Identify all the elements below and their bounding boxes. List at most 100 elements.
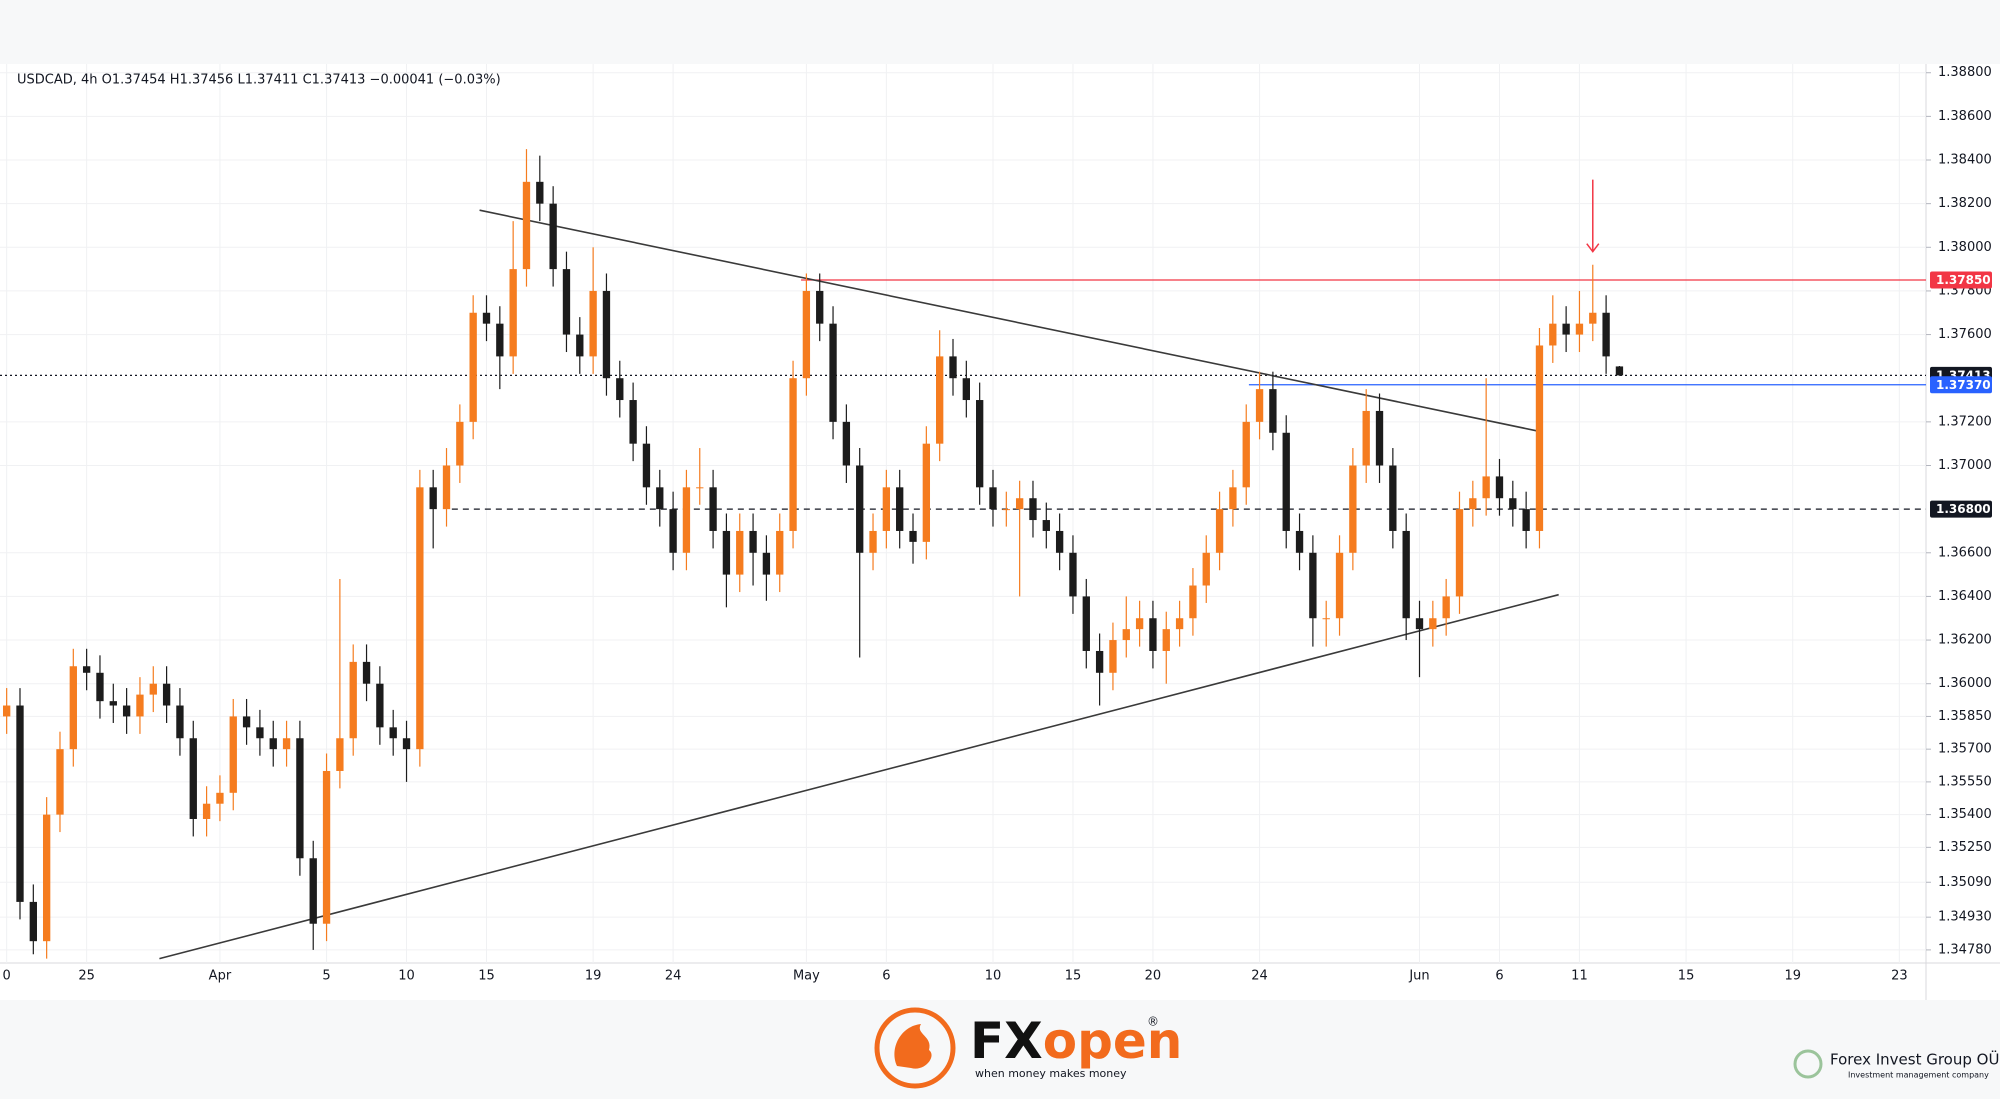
candle-body	[1549, 323, 1557, 346]
candle-body	[82, 666, 91, 673]
chart-background	[0, 64, 2000, 1000]
x-tick-label: 24	[665, 969, 682, 984]
logo-bull	[894, 1024, 932, 1069]
candle-body	[722, 530, 731, 575]
candle-body	[629, 400, 637, 444]
candle-body	[336, 738, 344, 771]
candle-body	[1469, 498, 1477, 510]
candle-body	[389, 727, 397, 739]
candle-body	[1375, 410, 1384, 466]
candle-body	[642, 443, 651, 488]
candle-body	[789, 378, 797, 531]
y-tick-label: 1.34930	[1938, 910, 1992, 925]
candle-body	[616, 378, 624, 401]
candle-body	[96, 672, 104, 702]
candle-body	[282, 738, 291, 750]
candle-body	[696, 487, 704, 489]
candle-body	[16, 705, 24, 902]
x-tick-label: Jun	[1408, 969, 1429, 984]
y-tick-label: 1.36600	[1938, 545, 1992, 560]
candle-body	[309, 858, 317, 924]
trend-line	[159, 593, 1559, 960]
candle-body	[1175, 618, 1184, 630]
candle-body	[549, 203, 557, 270]
candle-body	[882, 487, 891, 531]
candle-body	[896, 487, 904, 531]
candle-body	[1455, 509, 1464, 597]
candle-body	[1615, 366, 1624, 376]
candle-body	[536, 181, 544, 204]
y-tick-label: 1.37000	[1938, 458, 1992, 473]
x-tick-label: 25	[78, 969, 95, 984]
candle-body	[296, 738, 304, 859]
candle-body	[1442, 596, 1450, 619]
candle-body	[1389, 465, 1397, 531]
x-tick-label: 10	[398, 969, 415, 984]
candle-body	[602, 290, 611, 379]
x-tick-label: 20	[1145, 969, 1162, 984]
candle-body	[1149, 618, 1157, 651]
watermark-company: Forex Invest Group OÜ	[1830, 1050, 1999, 1069]
candle-body	[1589, 312, 1597, 324]
candle-body	[509, 269, 517, 357]
candle-body	[1415, 618, 1424, 630]
candle-body	[1189, 585, 1197, 619]
y-tick-label: 1.36000	[1938, 676, 1992, 691]
y-tick-label: 1.35400	[1938, 807, 1992, 822]
y-tick-label: 1.35250	[1938, 840, 1992, 855]
candle-body	[1215, 509, 1224, 553]
x-tick-label: 0	[3, 969, 11, 984]
candle-body	[69, 666, 77, 750]
candle-body	[349, 661, 357, 739]
candle-body	[1069, 552, 1077, 597]
candle-body	[1495, 476, 1504, 499]
candle-body	[256, 727, 264, 739]
candle-body	[749, 530, 757, 553]
candle-body	[776, 530, 784, 575]
x-tick-label: 15	[478, 969, 495, 984]
candle-body	[909, 530, 917, 542]
candle-body	[1575, 323, 1584, 335]
candle-body	[189, 738, 197, 819]
candle-body	[1322, 618, 1330, 620]
logo-emblem	[874, 1007, 956, 1089]
y-tick-label: 1.36400	[1938, 589, 1992, 604]
candle-body	[962, 378, 970, 401]
candle-body	[376, 683, 384, 728]
price-label: 1.37850	[1936, 273, 1991, 287]
candle-body	[816, 290, 824, 324]
candle-body	[975, 400, 984, 488]
candle-body	[229, 716, 237, 793]
x-tick-label: 19	[585, 969, 602, 984]
watermark: Forex Invest Group OÜ Investment managem…	[1793, 1049, 1999, 1080]
watermark-sub: Investment management company	[1848, 1071, 1989, 1080]
x-tick-label: 24	[1251, 969, 1268, 984]
price-label-box	[1930, 500, 1992, 518]
candle-body	[669, 509, 677, 553]
candle-body	[1362, 410, 1370, 466]
y-tick-label: 1.35850	[1938, 709, 1992, 724]
candle-body	[576, 334, 584, 357]
candle-body	[1482, 476, 1490, 499]
y-tick-label: 1.35700	[1938, 742, 1992, 757]
candle-body	[42, 814, 51, 942]
candle-body	[29, 901, 37, 942]
candle-body	[936, 356, 944, 444]
candle-body	[136, 694, 144, 717]
x-tick-label: May	[793, 969, 820, 984]
candle-body	[442, 465, 451, 510]
candle-body	[162, 683, 171, 706]
candle-body	[842, 421, 851, 466]
candle-body	[989, 487, 997, 510]
candle-body	[1135, 618, 1144, 630]
candle-body	[1309, 552, 1317, 619]
candle-body	[1082, 596, 1090, 651]
candle-body	[1335, 552, 1344, 619]
candle-body	[829, 323, 837, 422]
candle-body	[802, 290, 811, 379]
price-label-box	[1930, 376, 1992, 394]
candle-body	[1095, 650, 1104, 673]
candle-body	[109, 701, 117, 706]
candle-body	[1015, 498, 1024, 510]
